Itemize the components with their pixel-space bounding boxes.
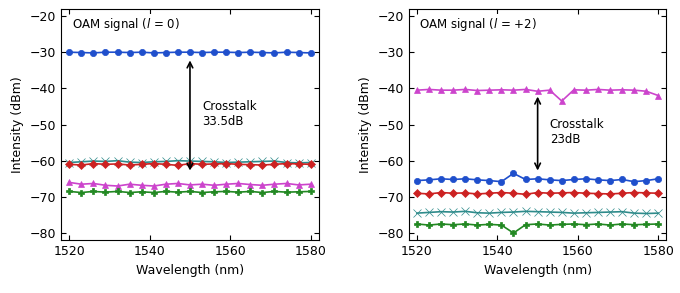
X-axis label: Wavelength (nm): Wavelength (nm) <box>483 264 592 277</box>
Y-axis label: Intensity (dBm): Intensity (dBm) <box>359 76 372 173</box>
Text: Crosstalk
23dB: Crosstalk 23dB <box>549 118 605 146</box>
Text: Crosstalk
33.5dB: Crosstalk 33.5dB <box>202 100 256 128</box>
Text: OAM signal ($\mathit{l}$ = 0): OAM signal ($\mathit{l}$ = 0) <box>71 16 180 33</box>
Y-axis label: Intensity (dBm): Intensity (dBm) <box>12 76 24 173</box>
Text: OAM signal ($\mathit{l}$ = +2): OAM signal ($\mathit{l}$ = +2) <box>419 16 537 33</box>
X-axis label: Wavelength (nm): Wavelength (nm) <box>136 264 244 277</box>
